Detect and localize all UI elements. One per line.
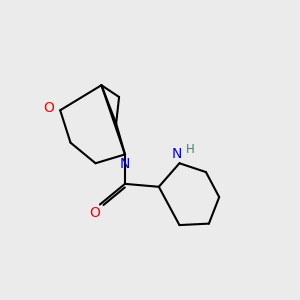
Text: H: H	[186, 142, 195, 156]
Text: N: N	[120, 157, 130, 171]
Text: O: O	[89, 206, 100, 220]
Text: N: N	[171, 147, 182, 161]
Text: O: O	[44, 101, 54, 115]
